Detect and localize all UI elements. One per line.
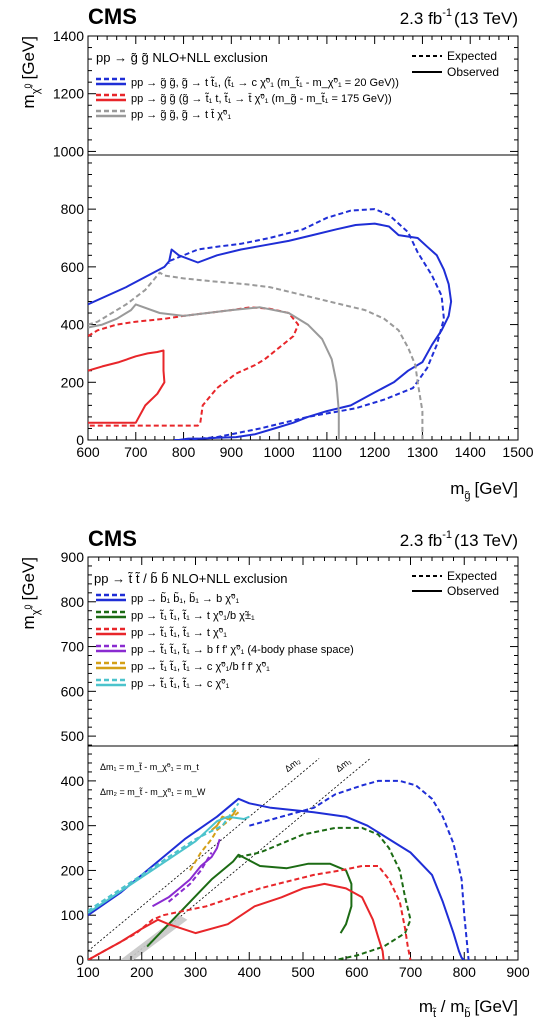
chart-1-y-tick-label: 200 (61, 374, 85, 390)
chart-2-x-tick-label: 300 (184, 964, 208, 980)
chart-2-legend-entry: pp → t̃₁ t̃₁, t̃₁ → t χ̃⁰₁/b χ̃±₁ (131, 609, 255, 622)
chart-2-x-tick-label: 500 (291, 964, 315, 980)
chart-2-legend-observed: Observed (447, 584, 499, 598)
chart-1-series-dashed-line (168, 208, 445, 440)
chart-1-x-tick-label: 1200 (359, 444, 390, 460)
chart-2-y-tick-label: 100 (61, 907, 85, 923)
chart-2-series-dashed-line (238, 826, 412, 960)
chart-2-y-tick-label: 0 (76, 952, 84, 968)
chart-2-squark: CMS 2.3 fb-1 (13 TeV) pp → t̃ t̃ / b̃ b̃ … (19, 526, 530, 1020)
chart-2-cms-label: CMS (88, 526, 137, 551)
chart-1-x-tick-label: 700 (124, 444, 148, 460)
chart-2-legend-entry: pp → t̃₁ t̃₁, t̃₁ → c χ̃⁰₁/b f f' χ̃⁰₁ (131, 660, 270, 673)
chart-2-legend-entry: pp → t̃₁ t̃₁, t̃₁ → t χ̃⁰₁ (131, 626, 227, 639)
chart-1-y-tick-label: 400 (61, 317, 85, 333)
chart-1-y-axis: 0 200 400 600 800 1000 1200 1400 (53, 28, 518, 448)
chart-2-y-tick-label: 200 (61, 862, 85, 878)
chart-1-gluino: CMS 2.3 fb-1 (13 TeV) pp → g̃ g̃ NLO+NLL … (19, 4, 534, 502)
chart-1-legend-entry: pp → g̃ g̃, g̃ → t t̄ χ̃⁰₁ (131, 109, 231, 121)
chart-1-legend-title: pp → g̃ g̃ NLO+NLL exclusion (96, 50, 268, 65)
chart-2-y-axis-title: mχ̃0[GeV] (19, 557, 42, 629)
chart-1-series-solid-line (88, 222, 453, 440)
chart-2-excluded-band (120, 915, 188, 960)
chart-1-legend-observed: Observed (447, 65, 499, 79)
chart-2-x-axis: 100 200 300 400 500 600 700 800 900 (76, 557, 530, 980)
chart-1-series-dashed-line (88, 306, 300, 427)
chart-2-series-dashed-line (167, 851, 213, 903)
chart-1-x-tick-label: 1300 (407, 444, 438, 460)
chart-1-legend-expected: Expected (447, 49, 497, 63)
chart-2-y-tick-label: 700 (61, 639, 85, 655)
chart-1-legend-entry: pp → g̃ g̃ (g̃ → t̃₁ t, t̃₁ → t̄ χ̃⁰₁ (m… (131, 92, 392, 105)
chart-1-y-tick-label: 600 (61, 259, 85, 275)
chart-1-series-solid-line (88, 349, 166, 424)
chart-2-y-tick-label: 900 (61, 549, 85, 565)
chart-2-legend-entry: pp → t̃₁ t̃₁, t̃₁ → b f f' χ̃⁰₁ (4-body … (131, 643, 354, 656)
chart-1-legend-entry: pp → g̃ g̃, g̃ → t t̃₁, (t̃₁ → c χ̃⁰₁ (m… (131, 76, 399, 89)
chart-2-dm2-definition: Δm₂ = m_t̃ - m_χ̃⁰₁ = m_W (100, 787, 206, 797)
chart-1-y-tick-label: 1400 (53, 28, 84, 44)
chart-2-y-tick-label: 300 (61, 818, 85, 834)
chart-2-x-axis-title: mt̃ / mb̃ [GeV] (419, 997, 518, 1020)
chart-2-x-tick-label: 200 (130, 964, 154, 980)
chart-2-series-solid-line (146, 853, 353, 948)
chart-2-x-tick-label: 400 (238, 964, 262, 980)
chart-2-series-dashed-line (189, 811, 240, 871)
chart-2-y-tick-label: 400 (61, 773, 85, 789)
chart-1-y-tick-label: 1200 (53, 86, 84, 102)
chart-2-y-tick-label: 600 (61, 683, 85, 699)
chart-2-dm1-definition: Δm₁ = m_t̃ - m_χ̃⁰₁ = m_t (100, 762, 199, 772)
chart-2-legend: pp → t̃ t̃ / b̃ b̃ NLO+NLL exclusion Exp… (94, 569, 499, 690)
chart-1-x-tick-label: 1400 (455, 444, 486, 460)
chart-2-dm2-tag: Δm₂ (283, 755, 303, 774)
chart-1-x-tick-label: 800 (172, 444, 196, 460)
chart-2-legend-title: pp → t̃ t̃ / b̃ b̃ NLO+NLL exclusion (94, 571, 288, 586)
chart-2-y-axis: 0 100 200 300 400 500 600 700 800 900 (61, 549, 518, 968)
chart-1-y-tick-label: 0 (76, 432, 84, 448)
chart-2-x-tick-label: 700 (399, 964, 423, 980)
chart-2-series-solid-line (210, 809, 237, 831)
chart-2-x-tick-label: 100 (76, 964, 100, 980)
chart-2-legend-entry: pp → t̃₁ t̃₁, t̃₁ → c χ̃⁰₁ (131, 677, 230, 690)
chart-1-x-tick-label: 1500 (502, 444, 533, 460)
chart-2-diagonal-lines (87, 758, 371, 961)
chart-1-lumi-label: 2.3 fb-1 (13 TeV) (400, 7, 518, 28)
chart-2-legend-expected: Expected (447, 569, 497, 583)
chart-2-series-group (88, 779, 470, 960)
chart-1-y-tick-label: 800 (61, 201, 85, 217)
chart-1-series-group (88, 208, 453, 440)
chart-1-x-tick-label: 1000 (264, 444, 295, 460)
chart-2-series-dashed-line (88, 802, 240, 912)
chart-2-series-solid-line (88, 815, 250, 914)
chart-2-x-tick-label: 800 (453, 964, 477, 980)
chart-1-cms-label: CMS (88, 4, 137, 29)
chart-1-legend: pp → g̃ g̃ NLO+NLL exclusion Expected Ob… (96, 49, 499, 121)
chart-2-series-solid-line (88, 882, 385, 960)
chart-1-x-axis: 600 700 800 900 1000 1100 1200 1300 1400 1500 (76, 36, 534, 460)
chart-1-y-axis-title: mχ̃0[GeV] (19, 36, 42, 108)
chart-2-x-tick-label: 600 (345, 964, 369, 980)
chart-2-series-dashed-line (249, 779, 470, 960)
chart-2-y-tick-label: 500 (61, 728, 85, 744)
chart-1-x-tick-label: 600 (76, 444, 100, 460)
chart-1-x-axis-title: mg̃ [GeV] (450, 479, 518, 502)
chart-1-series-dashed-line (88, 271, 424, 440)
chart-1-series-solid-line (88, 303, 340, 440)
chart-1-x-tick-label: 1100 (312, 444, 342, 460)
chart-2-x-tick-label: 900 (506, 964, 530, 980)
chart-2-series-solid-line (88, 797, 465, 960)
chart-2-lumi-label: 2.3 fb-1 (13 TeV) (400, 529, 518, 550)
chart-1-y-tick-label: 1000 (53, 143, 84, 159)
chart-1-x-tick-label: 900 (220, 444, 244, 460)
chart-2-y-tick-label: 800 (61, 594, 85, 610)
chart-1-frame (87, 35, 519, 441)
chart-2-dm1-tag: Δm₁ (334, 756, 353, 774)
chart-2-legend-entry: pp → b̃₁ b̃₁, b̃₁ → b χ̃⁰₁ (131, 592, 239, 605)
chart-2-series-solid-line (152, 838, 221, 908)
